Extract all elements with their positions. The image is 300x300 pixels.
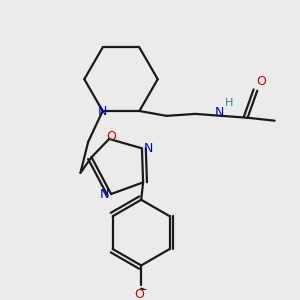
Text: N: N bbox=[100, 188, 109, 200]
Text: O: O bbox=[134, 288, 144, 300]
Text: O: O bbox=[106, 130, 116, 143]
Text: N: N bbox=[144, 142, 153, 155]
Text: N: N bbox=[98, 104, 107, 118]
Text: H: H bbox=[225, 98, 233, 108]
Text: O: O bbox=[256, 75, 266, 88]
Text: N: N bbox=[215, 106, 224, 119]
